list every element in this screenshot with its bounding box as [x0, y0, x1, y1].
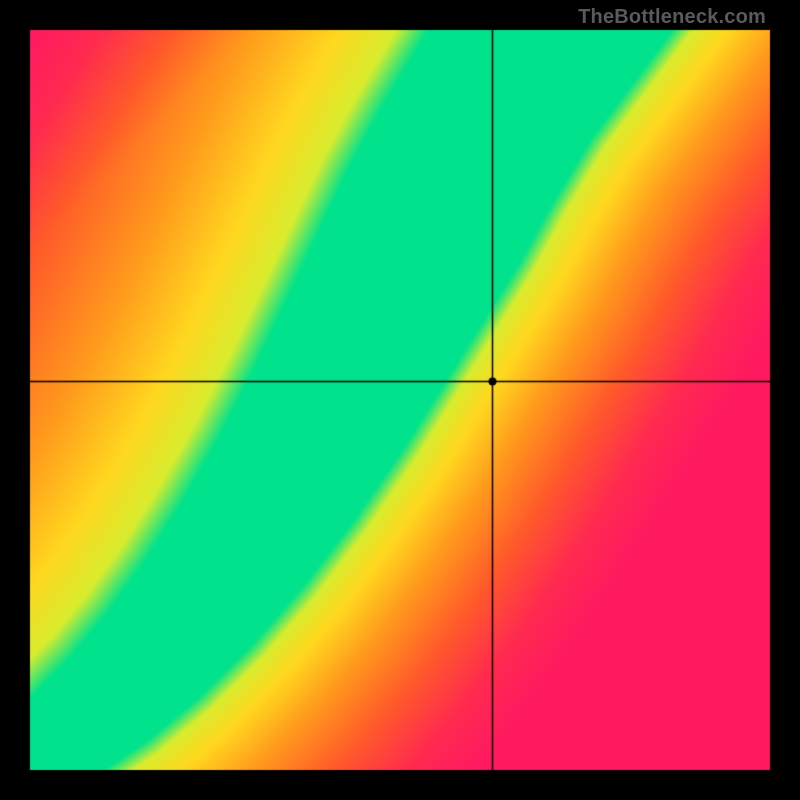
- watermark-text: TheBottleneck.com: [578, 6, 766, 29]
- heatmap-canvas: [0, 0, 800, 800]
- chart-container: TheBottleneck.com: [0, 0, 800, 800]
